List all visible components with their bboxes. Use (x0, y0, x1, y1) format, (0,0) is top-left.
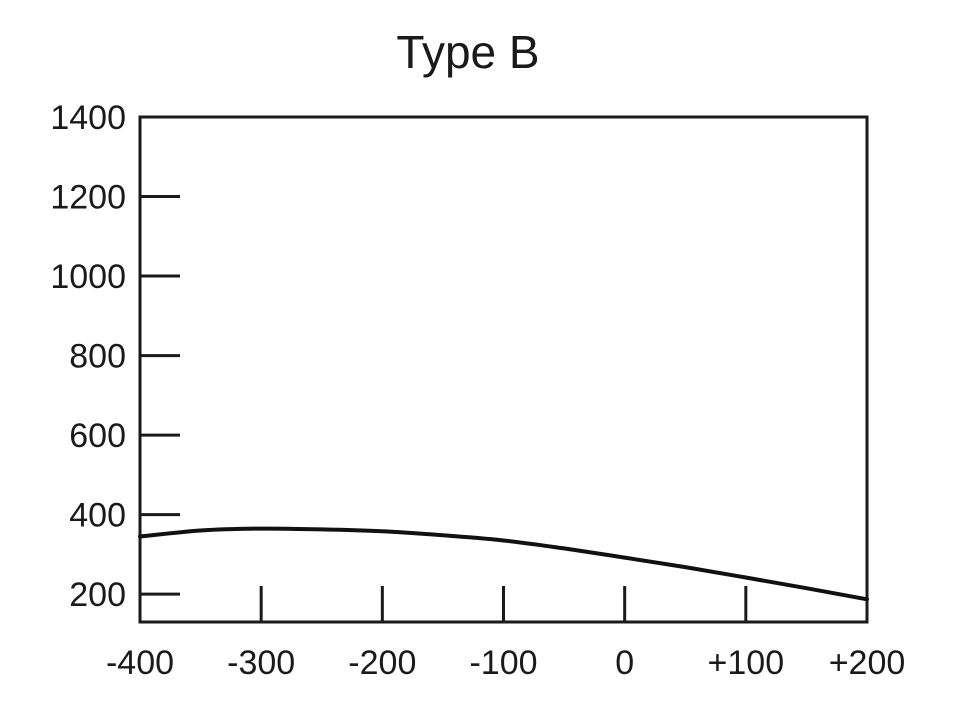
y-tick-label: 400 (69, 497, 126, 535)
x-tick-label: -300 (227, 644, 295, 682)
y-tick-label: 800 (69, 338, 126, 376)
y-tick-label: 600 (69, 417, 126, 455)
y-axis: 1400 1200 1000 800 600 400 200 (50, 99, 180, 614)
chart-title: Type B (396, 26, 539, 78)
y-tick-label: 1200 (50, 179, 126, 217)
plot-frame (138, 115, 869, 624)
x-tick-label: +200 (829, 644, 906, 682)
x-tick-label: 0 (615, 644, 634, 682)
series-line (138, 526, 869, 602)
series-layer (138, 526, 869, 602)
y-tick-label: 1000 (50, 258, 126, 296)
x-tick-label: +100 (708, 644, 785, 682)
x-tick-label: -200 (348, 644, 416, 682)
x-tick-label: -400 (106, 644, 174, 682)
y-tick-label: 1400 (50, 99, 126, 137)
x-tick-label: -100 (469, 644, 537, 682)
y-tick-label: 200 (69, 576, 126, 614)
x-axis: -400 -300 -200 -100 0 +100 +200 (106, 586, 905, 682)
